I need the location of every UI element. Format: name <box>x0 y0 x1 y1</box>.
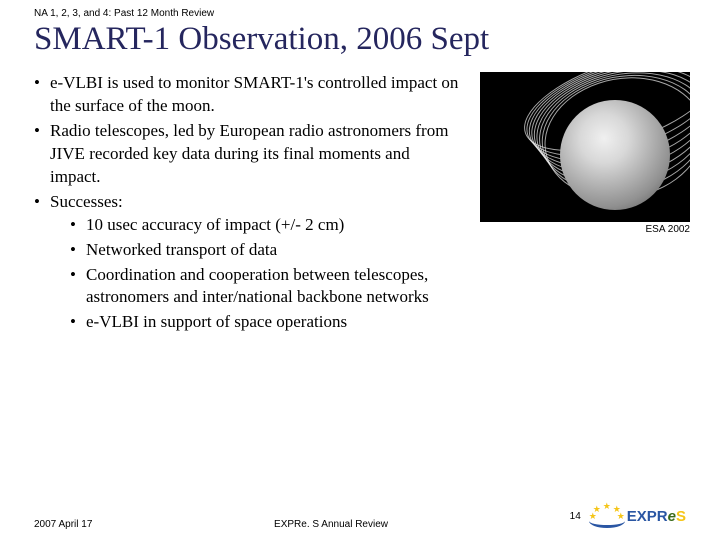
sub-bullet-item: 10 usec accuracy of impact (+/- 2 cm) <box>70 214 464 237</box>
page-number: 14 <box>570 511 581 522</box>
expres-logo: ★ ★ ★ ★ ★ EXPReS <box>589 502 686 530</box>
bullet-item: Successes: 10 usec accuracy of impact (+… <box>34 191 464 335</box>
logo-stars-icon: ★ ★ ★ ★ ★ <box>589 502 625 530</box>
moon-icon <box>560 100 670 210</box>
page-title: SMART-1 Observation, 2006 Sept <box>0 21 720 72</box>
figure-caption: ESA 2002 <box>480 222 690 235</box>
figure: ESA 2002 <box>480 72 690 235</box>
sub-bullet-item: Coordination and cooperation between tel… <box>70 264 464 310</box>
footer-right: 14 ★ ★ ★ ★ ★ EXPReS <box>570 502 686 530</box>
breadcrumb: NA 1, 2, 3, and 4: Past 12 Month Review <box>0 0 720 21</box>
footer-date: 2007 April 17 <box>34 519 92 530</box>
bullet-list: e-VLBI is used to monitor SMART-1's cont… <box>34 72 464 334</box>
bullet-text: Successes: <box>50 192 123 211</box>
bullet-item: e-VLBI is used to monitor SMART-1's cont… <box>34 72 464 118</box>
logo-text: EXPReS <box>627 508 686 525</box>
moon-illustration <box>480 72 690 222</box>
footer: 2007 April 17 EXPRe. S Annual Review 14 … <box>0 502 720 530</box>
content-area: e-VLBI is used to monitor SMART-1's cont… <box>0 72 720 334</box>
sub-bullet-item: Networked transport of data <box>70 239 464 262</box>
footer-center: EXPRe. S Annual Review <box>92 519 569 530</box>
sub-bullet-item: e-VLBI in support of space operations <box>70 311 464 334</box>
bullet-item: Radio telescopes, led by European radio … <box>34 120 464 189</box>
